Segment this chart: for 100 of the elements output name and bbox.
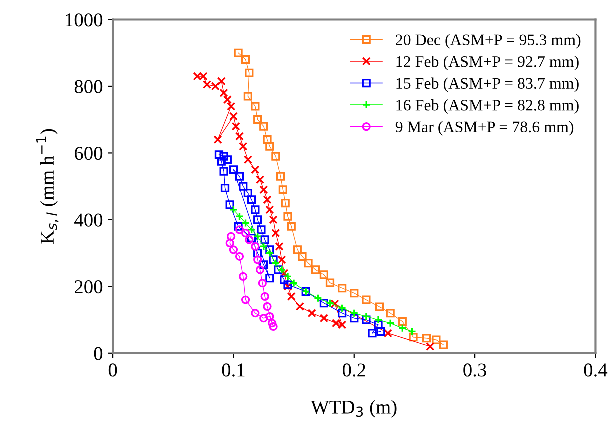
x-tick-label: 0 (108, 364, 118, 377)
point (260, 242, 268, 251)
point (254, 116, 262, 124)
point (362, 296, 371, 304)
y-tick-label: 200 (75, 280, 103, 294)
legend-label: 15 Feb (ASM+P = 83.7 mm) (396, 78, 579, 92)
point (239, 182, 248, 191)
legend-label: 12 Feb (ASM+P = 92.7 mm) (396, 56, 579, 70)
y-axis-title: K$_{s,l}$ (mm h$^{−1}$) (36, 129, 59, 244)
point (268, 319, 277, 328)
point (235, 252, 244, 261)
point (232, 122, 240, 131)
point (251, 309, 260, 318)
point (439, 340, 448, 350)
point (320, 314, 329, 323)
point (214, 150, 224, 160)
point (260, 122, 268, 131)
point (338, 304, 347, 313)
point (278, 266, 286, 274)
point (311, 266, 320, 274)
point (263, 302, 272, 311)
point (220, 184, 230, 193)
point (226, 102, 236, 111)
legend-label: 9 Mar (ASM+P = 78.6 mm) (396, 121, 574, 136)
point (241, 55, 250, 64)
point (239, 142, 248, 151)
point (263, 136, 272, 144)
point (269, 216, 278, 224)
point (398, 324, 407, 333)
point (217, 77, 226, 86)
point (362, 316, 371, 324)
point (266, 248, 274, 258)
point (226, 238, 234, 248)
x-tick-label: 0.4 (584, 364, 608, 377)
point (384, 329, 392, 338)
point (298, 252, 307, 261)
point (248, 196, 256, 204)
point (220, 152, 228, 161)
point (260, 292, 270, 301)
point (220, 167, 228, 176)
point (266, 206, 274, 214)
point (241, 218, 250, 228)
point (260, 236, 270, 244)
point (223, 96, 232, 104)
point (330, 300, 340, 308)
point (235, 212, 244, 221)
point (260, 186, 268, 194)
point (376, 327, 386, 336)
point (326, 299, 335, 308)
x-axis-title: WTD$_{3}$ (m) (311, 400, 397, 418)
point (280, 276, 289, 284)
point (217, 157, 226, 166)
point (235, 226, 244, 234)
point (254, 256, 262, 264)
point (275, 242, 284, 251)
point (281, 198, 290, 208)
point (314, 294, 322, 303)
point (226, 232, 236, 241)
point (251, 102, 260, 111)
point (266, 142, 274, 151)
point (284, 272, 292, 281)
point (287, 222, 296, 231)
point (244, 92, 252, 101)
legend-label: 16 Feb (ASM+P = 82.8 mm) (396, 100, 579, 114)
point (272, 152, 280, 161)
point (245, 68, 254, 78)
point (256, 266, 265, 274)
point (284, 212, 292, 221)
point (308, 309, 316, 318)
point (245, 236, 254, 244)
point (266, 274, 274, 283)
point (257, 226, 266, 234)
point (362, 312, 371, 321)
point (278, 256, 286, 264)
point (426, 342, 435, 352)
point (386, 309, 395, 318)
point (234, 222, 243, 231)
point (234, 48, 243, 58)
point (248, 234, 256, 243)
point (293, 246, 302, 254)
point (296, 302, 304, 311)
point (278, 186, 288, 194)
point (398, 317, 407, 326)
point (266, 246, 274, 254)
point (220, 88, 228, 98)
point (241, 296, 250, 304)
point (235, 172, 244, 181)
point (272, 259, 280, 268)
point (235, 132, 244, 141)
point (244, 188, 252, 198)
point (350, 314, 359, 323)
x-tick-label: 0.1 (222, 364, 245, 377)
point (214, 136, 222, 144)
point (374, 316, 383, 324)
point (248, 226, 256, 234)
point (229, 246, 238, 254)
point (290, 279, 298, 288)
point (254, 232, 262, 241)
point (239, 272, 248, 281)
point (375, 302, 384, 312)
